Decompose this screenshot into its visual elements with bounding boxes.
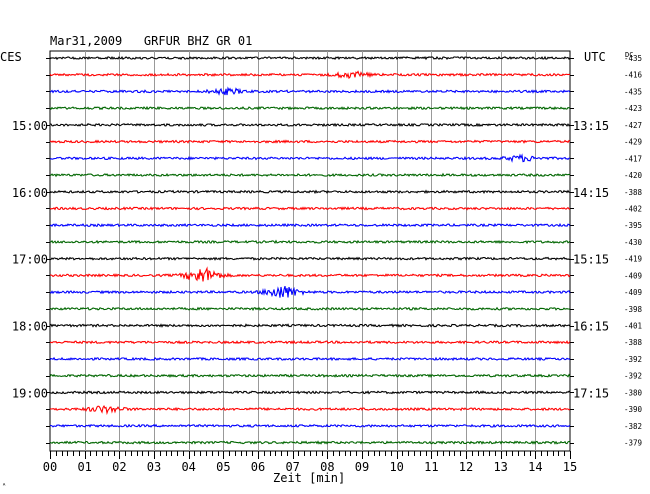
dc-offset-label: -388 bbox=[624, 338, 643, 347]
seismic-trace bbox=[49, 222, 571, 228]
seismic-trace bbox=[49, 285, 571, 298]
seismic-trace bbox=[49, 390, 571, 395]
x-tick-label: 14 bbox=[528, 460, 542, 474]
local-time-label: 19:00 bbox=[12, 386, 48, 400]
dc-offset-label: -416 bbox=[624, 71, 643, 80]
seismic-trace bbox=[49, 239, 571, 245]
dc-offset-label: -388 bbox=[624, 188, 643, 197]
chart-title: Mar31,2009 GRFUR BHZ GR 01 bbox=[50, 34, 252, 48]
dc-offset-label: -382 bbox=[624, 422, 642, 431]
seismic-trace bbox=[49, 55, 571, 61]
seismic-trace bbox=[49, 440, 571, 445]
dc-offset-label: -409 bbox=[624, 288, 642, 297]
x-tick-label: 06 bbox=[251, 460, 265, 474]
dc-offset-label: -409 bbox=[624, 271, 642, 280]
seismic-trace bbox=[49, 340, 571, 345]
dc-offset-label: -435 bbox=[624, 54, 642, 63]
x-tick-label: 10 bbox=[389, 460, 403, 474]
seismic-trace bbox=[50, 122, 571, 128]
utc-time-label: 15:15 bbox=[573, 253, 609, 267]
seismic-trace bbox=[50, 306, 571, 312]
x-tick-label: 15 bbox=[563, 460, 577, 474]
x-tick-label: 04 bbox=[181, 460, 195, 474]
seismic-trace bbox=[49, 139, 571, 144]
dc-offset-label: -401 bbox=[624, 322, 642, 331]
dc-offset-label: -427 bbox=[624, 121, 642, 130]
x-tick-label: 08 bbox=[320, 460, 334, 474]
label-group: 00 01 02 03 04 05 06 07 08 09 10 11 12 13 14 15 15:00 16:… bbox=[12, 54, 643, 474]
seismic-trace bbox=[49, 105, 571, 111]
seismic-trace bbox=[49, 323, 571, 328]
seismic-trace bbox=[49, 153, 571, 163]
local-time-label: 16:00 bbox=[12, 186, 48, 200]
dc-offset-label: -417 bbox=[624, 154, 642, 163]
seismic-trace bbox=[49, 266, 571, 282]
x-tick-label: 01 bbox=[77, 460, 91, 474]
seismic-trace bbox=[49, 423, 571, 428]
dc-offset-label: -420 bbox=[624, 171, 643, 180]
dc-offset-label: -423 bbox=[624, 104, 642, 113]
x-tick-label: 12 bbox=[459, 460, 473, 474]
trace-group bbox=[49, 55, 571, 445]
x-tick-label: 13 bbox=[493, 460, 507, 474]
dc-offset-label: -435 bbox=[624, 87, 642, 96]
footer-mark: ᴬ bbox=[2, 481, 6, 490]
dc-offset-label: -392 bbox=[624, 372, 642, 381]
dc-offset-label: -429 bbox=[624, 138, 642, 147]
utc-time-label: 13:15 bbox=[573, 119, 609, 133]
seismic-trace bbox=[49, 86, 571, 96]
plot-grid bbox=[46, 50, 574, 459]
seismic-trace bbox=[49, 373, 571, 379]
utc-time-label: 17:15 bbox=[573, 386, 609, 400]
dc-offset-label: -380 bbox=[624, 388, 643, 397]
x-tick-label: 00 bbox=[43, 460, 57, 474]
utc-time-label: 14:15 bbox=[573, 186, 609, 200]
dc-offset-label: -379 bbox=[624, 439, 642, 448]
seismic-trace bbox=[49, 189, 571, 195]
dc-offset-label: -392 bbox=[624, 355, 642, 364]
right-axis-label: UTC bbox=[584, 50, 606, 64]
dc-offset-label: -430 bbox=[624, 238, 643, 247]
seismic-trace bbox=[49, 256, 571, 261]
x-tick-label: 11 bbox=[424, 460, 438, 474]
dc-label: DC bbox=[625, 51, 633, 59]
dc-offset-label: -395 bbox=[624, 221, 642, 230]
x-tick-label: 02 bbox=[112, 460, 126, 474]
x-tick-label: 05 bbox=[216, 460, 230, 474]
seismic-trace bbox=[49, 70, 571, 80]
x-tick-label: 09 bbox=[355, 460, 369, 474]
left-axis-label: CES bbox=[0, 50, 22, 64]
x-tick-label: 03 bbox=[147, 460, 161, 474]
x-tick-label: 07 bbox=[285, 460, 299, 474]
local-time-label: 17:00 bbox=[12, 253, 48, 267]
seismic-trace bbox=[49, 356, 571, 362]
dc-offset-label: -402 bbox=[624, 204, 642, 213]
dc-offset-label: -398 bbox=[624, 305, 643, 314]
dc-offset-label: -419 bbox=[624, 255, 642, 264]
x-axis-label: Zeit [min] bbox=[273, 471, 345, 485]
seismic-trace bbox=[49, 172, 571, 178]
local-time-label: 18:00 bbox=[12, 320, 48, 334]
dc-offset-label: -390 bbox=[624, 405, 643, 414]
local-time-label: 15:00 bbox=[12, 119, 48, 133]
seismic-trace bbox=[49, 405, 571, 416]
utc-time-label: 16:15 bbox=[573, 320, 609, 334]
seismic-trace bbox=[49, 206, 571, 211]
